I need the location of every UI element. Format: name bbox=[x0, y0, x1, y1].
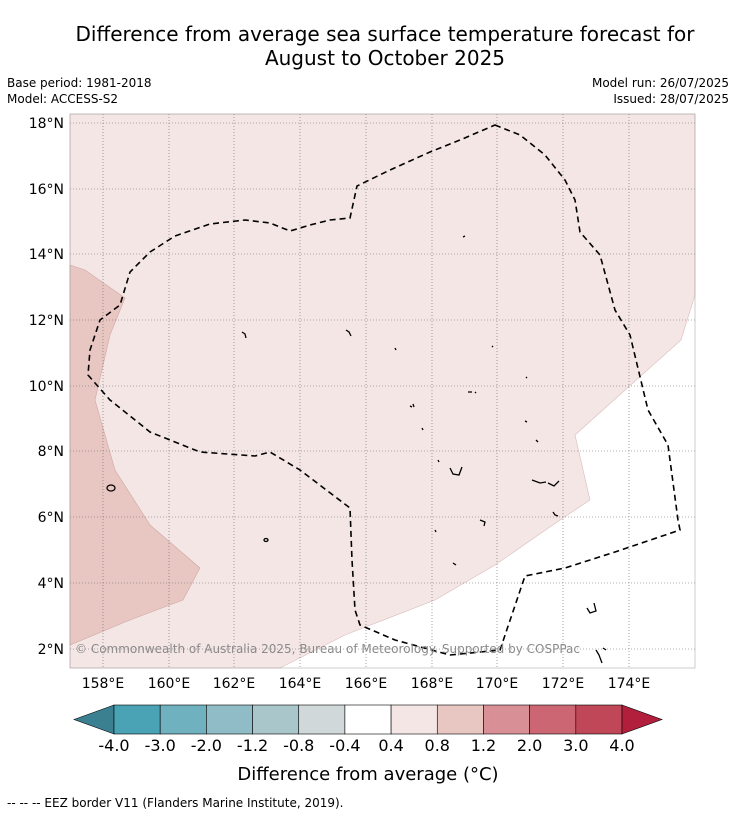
colorbar-tick-label: -0.4 bbox=[329, 736, 360, 755]
colorbar-tick-label: -3.0 bbox=[145, 736, 176, 755]
lat-label: 18°N bbox=[29, 116, 64, 132]
model-name: Model: ACCESS-S2 bbox=[7, 92, 119, 106]
colorbar-tick-label: 1.2 bbox=[471, 736, 496, 755]
title-line-1: Difference from average sea surface temp… bbox=[75, 22, 695, 46]
colorbar-segment bbox=[390, 704, 438, 735]
anomaly-region-medium bbox=[69, 264, 201, 646]
colorbar-label: Difference from average (°C) bbox=[237, 764, 498, 785]
colorbar-segment bbox=[159, 704, 207, 735]
colorbar-tick-label: -1.2 bbox=[237, 736, 268, 755]
eez-legend-note: -- -- -- EEZ border V11 (Flanders Marine… bbox=[7, 796, 344, 810]
colorbar-tick-label: 0.8 bbox=[425, 736, 450, 755]
lon-label: 162°E bbox=[213, 676, 256, 692]
lat-label: 10°N bbox=[29, 379, 64, 395]
colorbar-segment bbox=[113, 704, 161, 735]
lon-labels: 158°E 160°E 162°E 164°E 166°E 168°E 170°… bbox=[82, 676, 651, 692]
colorbar-over-triangle bbox=[621, 704, 663, 735]
colorbar-tick-label: 4.0 bbox=[609, 736, 634, 755]
lon-label: 170°E bbox=[476, 676, 519, 692]
lat-label: 14°N bbox=[29, 247, 64, 263]
map-figure: © Commonwealth of Australia 2025, Bureau… bbox=[29, 113, 696, 785]
model-run: Model run: 26/07/2025 bbox=[591, 76, 729, 90]
lat-label: 2°N bbox=[38, 642, 64, 658]
colorbar-tick-label: -4.0 bbox=[98, 736, 129, 755]
map-panel bbox=[69, 113, 696, 669]
islands bbox=[106, 235, 607, 664]
issued-date: Issued: 28/07/2025 bbox=[613, 92, 729, 106]
lat-label: 12°N bbox=[29, 313, 64, 329]
lat-label: 6°N bbox=[38, 510, 64, 526]
colorbar-segment bbox=[344, 704, 392, 735]
colorbar-segment bbox=[575, 704, 623, 735]
lat-label: 16°N bbox=[29, 182, 64, 198]
colorbar-segment bbox=[298, 704, 346, 735]
title-line-2: August to October 2025 bbox=[264, 46, 506, 70]
lon-label: 164°E bbox=[279, 676, 322, 692]
lon-label: 160°E bbox=[148, 676, 191, 692]
colorbar-segment bbox=[436, 704, 484, 735]
map-frame bbox=[69, 113, 696, 669]
lat-labels: 18°N 16°N 14°N 12°N 10°N 8°N 6°N 4°N 2°N bbox=[29, 116, 64, 658]
lon-label: 158°E bbox=[82, 676, 125, 692]
meta-left: Base period: 1981-2018 Model: ACCESS-S2 bbox=[7, 75, 152, 107]
colorbar-tick-label: 2.0 bbox=[517, 736, 542, 755]
colorbar-tick-label: 3.0 bbox=[563, 736, 588, 755]
gridlines bbox=[70, 114, 695, 668]
colorbar-segment bbox=[483, 704, 530, 735]
lon-label: 168°E bbox=[411, 676, 454, 692]
colorbar-tick-label: 0.4 bbox=[378, 736, 403, 755]
base-period: Base period: 1981-2018 bbox=[7, 76, 152, 90]
meta-right: Model run: 26/07/2025 Issued: 28/07/2025 bbox=[592, 75, 729, 107]
colorbar-tick-label: -0.8 bbox=[283, 736, 314, 755]
lon-label: 166°E bbox=[345, 676, 388, 692]
colorbar-segment bbox=[529, 704, 577, 735]
eez-border bbox=[87, 124, 681, 656]
copyright-text: © Commonwealth of Australia 2025, Bureau… bbox=[75, 642, 580, 656]
lat-label: 4°N bbox=[38, 576, 64, 592]
colorbar-segment bbox=[252, 704, 300, 735]
lat-label: 8°N bbox=[38, 444, 64, 460]
colorbar bbox=[73, 704, 663, 735]
colorbar-segment bbox=[206, 704, 253, 735]
colorbar-ticks: -4.0 -3.0 -2.0 -1.2 -0.8 -0.4 0.4 0.8 1.2 2.0 3.0 4… bbox=[98, 736, 634, 755]
lon-label: 174°E bbox=[608, 676, 651, 692]
lon-label: 172°E bbox=[542, 676, 585, 692]
colorbar-tick-label: -2.0 bbox=[191, 736, 222, 755]
colorbar-under-triangle bbox=[73, 704, 115, 735]
chart-title: Difference from average sea surface temp… bbox=[40, 22, 730, 70]
